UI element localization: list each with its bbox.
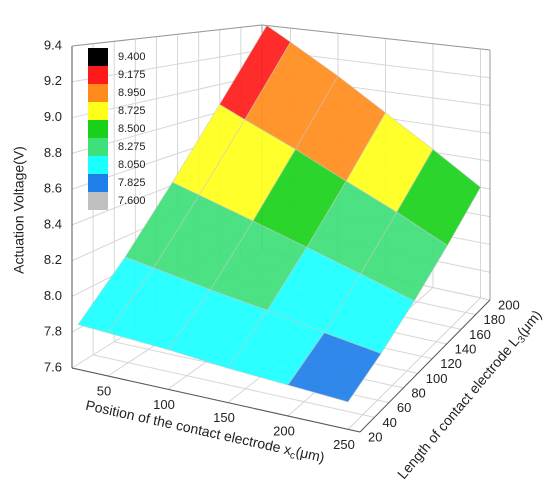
x-label-sub: c (289, 450, 296, 462)
surface-patch (287, 332, 382, 403)
grid-line (93, 354, 375, 418)
labels: 7.6 7.8 8.0 8.2 8.4 8.6 8.8 9.0 9.2 9.4 50 100 150 20… (44, 37, 520, 451)
legend-label: 7.600 (118, 195, 146, 207)
legend-label: 8.950 (118, 87, 146, 99)
z-tick-label: 9.2 (44, 73, 62, 88)
y-label-sub: 3 (516, 334, 528, 346)
z-tick-label: 9.4 (44, 37, 62, 52)
axis-line (71, 24, 263, 47)
z-tick-label: 8.4 (44, 216, 62, 231)
legend-swatch (88, 138, 108, 156)
z-tick-label: 8.6 (44, 181, 62, 196)
y-tick-label: 100 (426, 371, 448, 386)
legend-swatch (88, 120, 108, 138)
y-tick-label: 60 (397, 400, 411, 415)
x-tick-label: 150 (213, 410, 235, 425)
legend-label: 8.275 (118, 141, 146, 153)
legend-label: 8.725 (118, 105, 146, 117)
x-tick-label: 250 (333, 437, 355, 452)
legend-label: 8.500 (118, 123, 146, 135)
legend-label: 7.825 (118, 177, 146, 189)
surface (77, 24, 482, 403)
x-tick-label: 50 (97, 383, 111, 398)
legend-swatch (88, 84, 108, 102)
y-tick-label: 200 (498, 297, 520, 312)
grid-line (347, 297, 481, 430)
z-tick-label: 9.0 (44, 109, 62, 124)
z-tick-label: 7.6 (44, 359, 62, 374)
legend-label: 9.175 (118, 69, 146, 81)
legend-label: 9.400 (118, 51, 146, 63)
z-tick-label: 8.2 (44, 252, 62, 267)
legend-label: 8.050 (118, 159, 146, 171)
legend-swatch (88, 192, 108, 210)
z-tick-label: 8.0 (44, 288, 62, 303)
legend-swatch (88, 66, 108, 84)
y-tick-label: 120 (440, 356, 462, 371)
legend-swatch (88, 102, 108, 120)
z-axis-label: Actuation Voltage(V) (11, 146, 27, 274)
x-label-unit: (μm) (294, 443, 326, 465)
axis-line (359, 299, 491, 433)
axis-line (261, 24, 491, 51)
y-tick-label: 140 (455, 341, 477, 356)
legend-swatch (88, 48, 108, 66)
axis-line (71, 367, 361, 433)
y-tick-label: 80 (411, 385, 425, 400)
z-tick-label: 8.8 (44, 145, 62, 160)
y-tick-label: 160 (469, 327, 491, 342)
y-tick-label: 20 (368, 429, 382, 444)
z-tick-label: 7.8 (44, 324, 62, 339)
x-tick-label: 100 (153, 397, 175, 412)
x-tick-label: 200 (273, 423, 295, 438)
legend-swatch (88, 156, 108, 174)
y-tick-label: 180 (484, 312, 506, 327)
x-label-text: Position of the contact electrode x (84, 396, 293, 457)
legend-swatch (88, 174, 108, 192)
y-tick-label: 40 (382, 415, 396, 430)
